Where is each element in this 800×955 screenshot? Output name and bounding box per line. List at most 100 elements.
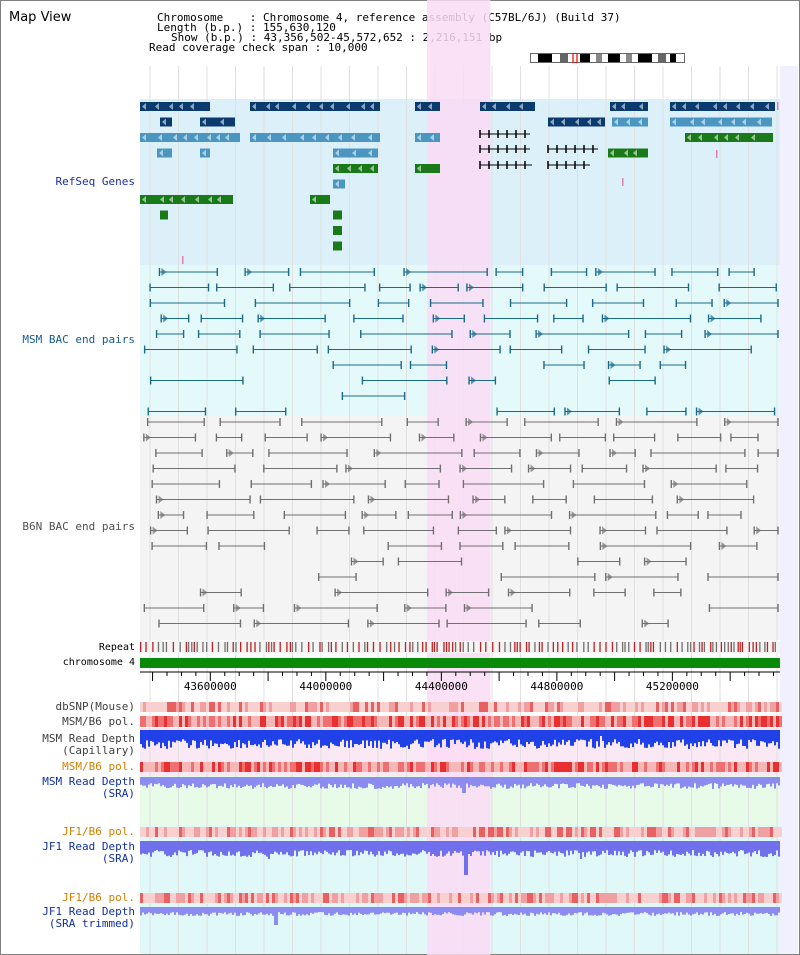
jf1-sra-depth-bar (288, 841, 290, 856)
repeat-element (291, 642, 294, 652)
jf1-trimmed-depth-bar (342, 907, 344, 915)
jf1-sra-depth-bar (692, 841, 694, 851)
msm-pol-sra-density (227, 762, 230, 772)
msm-pol-density (377, 716, 380, 727)
msm-sra-depth-bar (224, 777, 226, 784)
jf1-trimmed-depth-bar (422, 907, 424, 913)
msm-pol-sra-density (299, 762, 302, 772)
jf1-pol-trimmed-density (710, 893, 713, 903)
dbsnp-density (542, 702, 545, 712)
jf1-pol-trimmed-density (491, 893, 494, 903)
jf1-sra-depth-bar (212, 841, 214, 856)
msm-sra-depth-bar (410, 777, 412, 785)
dbsnp-density (626, 702, 629, 712)
jf1-pol-density (455, 827, 458, 837)
jf1-sra-depth-bar (278, 841, 280, 855)
jf1-trimmed-depth-bar (140, 907, 142, 916)
jf1-pol-density (521, 827, 524, 837)
msm-sra-depth-bar (366, 777, 368, 788)
msm-sra-depth-bar (436, 777, 438, 784)
jf1-pol-density (458, 827, 461, 837)
msm-capillary-depth-bar (572, 730, 574, 746)
msm-pol-density (317, 716, 320, 727)
jf1-sra-depth-bar (264, 841, 266, 855)
msm-bac-pair-arrow (434, 345, 440, 354)
msm-pol-density (584, 716, 587, 727)
jf1-sra-depth-bar (336, 841, 338, 853)
msm-sra-depth-bar (520, 777, 522, 789)
msm-capillary-depth-bar (298, 730, 300, 740)
msm-bac-pair-arrow (604, 314, 610, 323)
msm-pol-density (248, 716, 251, 727)
msm-capillary-depth-bar (358, 730, 360, 745)
dbsnp-density (473, 702, 476, 712)
jf1-sra-depth-bar (352, 841, 354, 857)
jf1-sra-depth-bar (698, 841, 700, 853)
chromosome-bar (140, 658, 780, 668)
msm-pol-density (740, 716, 743, 727)
msm-capillary-depth-bar (722, 730, 724, 741)
dbsnp-density (698, 702, 701, 712)
jf1-pol-density (752, 827, 755, 837)
msm-capillary-depth-bar (702, 730, 704, 742)
msm-pol-density (206, 716, 209, 727)
jf1-sra-depth-bar (468, 841, 470, 855)
dbsnp-density (191, 702, 194, 712)
msm-capillary-depth-bar (698, 730, 700, 743)
msm-pol-sra-density (263, 762, 266, 772)
msm-sra-depth-bar (368, 777, 370, 784)
msm-pol-density (656, 716, 659, 727)
track-label-msm-read-depth-sra: MSM Read Depth (SRA) (42, 775, 135, 800)
jf1-pol-trimmed-density (416, 893, 419, 903)
msm-pol-sra-density (710, 762, 713, 772)
gene-strand-marker (492, 103, 496, 110)
jf1-trimmed-depth-bar (770, 907, 772, 916)
jf1-pol-density (659, 827, 662, 837)
repeat-element (538, 642, 541, 652)
jf1-trimmed-depth-bar (702, 907, 704, 915)
msm-sra-depth-bar (760, 777, 762, 785)
dbsnp-density (242, 702, 245, 712)
jf1-sra-depth-bar (218, 841, 220, 857)
msm-sra-depth-bar (726, 777, 728, 785)
msm-sra-depth-bar (700, 777, 702, 786)
jf1-pol-density (623, 827, 626, 837)
repeat-element (346, 642, 349, 652)
track-label-repeat: Repeat (98, 642, 135, 653)
msm-sra-depth-bar (524, 777, 526, 789)
msm-pol-density (353, 716, 356, 727)
jf1-sra-depth-bar (308, 841, 310, 856)
b6n-bac-pair-arrow (325, 480, 331, 488)
jf1-sra-depth-bar (488, 841, 490, 852)
jf1-sra-depth-bar (736, 841, 738, 857)
jf1-pol-trimmed-density (566, 893, 569, 903)
repeat-element (541, 642, 543, 652)
msm-capillary-depth-bar (308, 730, 310, 745)
msm-sra-depth-bar (214, 777, 216, 785)
msm-pol-sra-density (311, 762, 314, 772)
jf1-trimmed-depth-bar (390, 907, 392, 915)
msm-pol-density (482, 716, 485, 727)
jf1-trimmed-depth-bar (318, 907, 320, 913)
chromosome-ideogram[interactable] (530, 53, 685, 63)
repeat-element (358, 642, 360, 652)
msm-bac-pair-arrow (468, 283, 474, 292)
jf1-pol-trimmed-density (311, 893, 314, 903)
msm-pol-sra-density (536, 762, 539, 772)
dbsnp-density (725, 702, 728, 712)
jf1-sra-depth-bar (570, 841, 572, 851)
msm-sra-depth-bar (728, 777, 730, 785)
jf1-pol-density (599, 827, 602, 837)
repeat-element (364, 642, 366, 652)
msm-pol-density (770, 716, 773, 727)
jf1-sra-depth-bar (434, 841, 436, 856)
msm-pol-density (578, 716, 581, 727)
msm-capillary-depth-bar (668, 730, 670, 743)
jf1-sra-depth-bar (320, 841, 322, 853)
msm-capillary-depth-bar (586, 730, 588, 747)
repeat-element (172, 642, 175, 652)
msm-capillary-depth-bar (226, 730, 228, 744)
msm-pol-sra-density (410, 762, 413, 772)
msm-capillary-depth-bar (470, 730, 472, 740)
